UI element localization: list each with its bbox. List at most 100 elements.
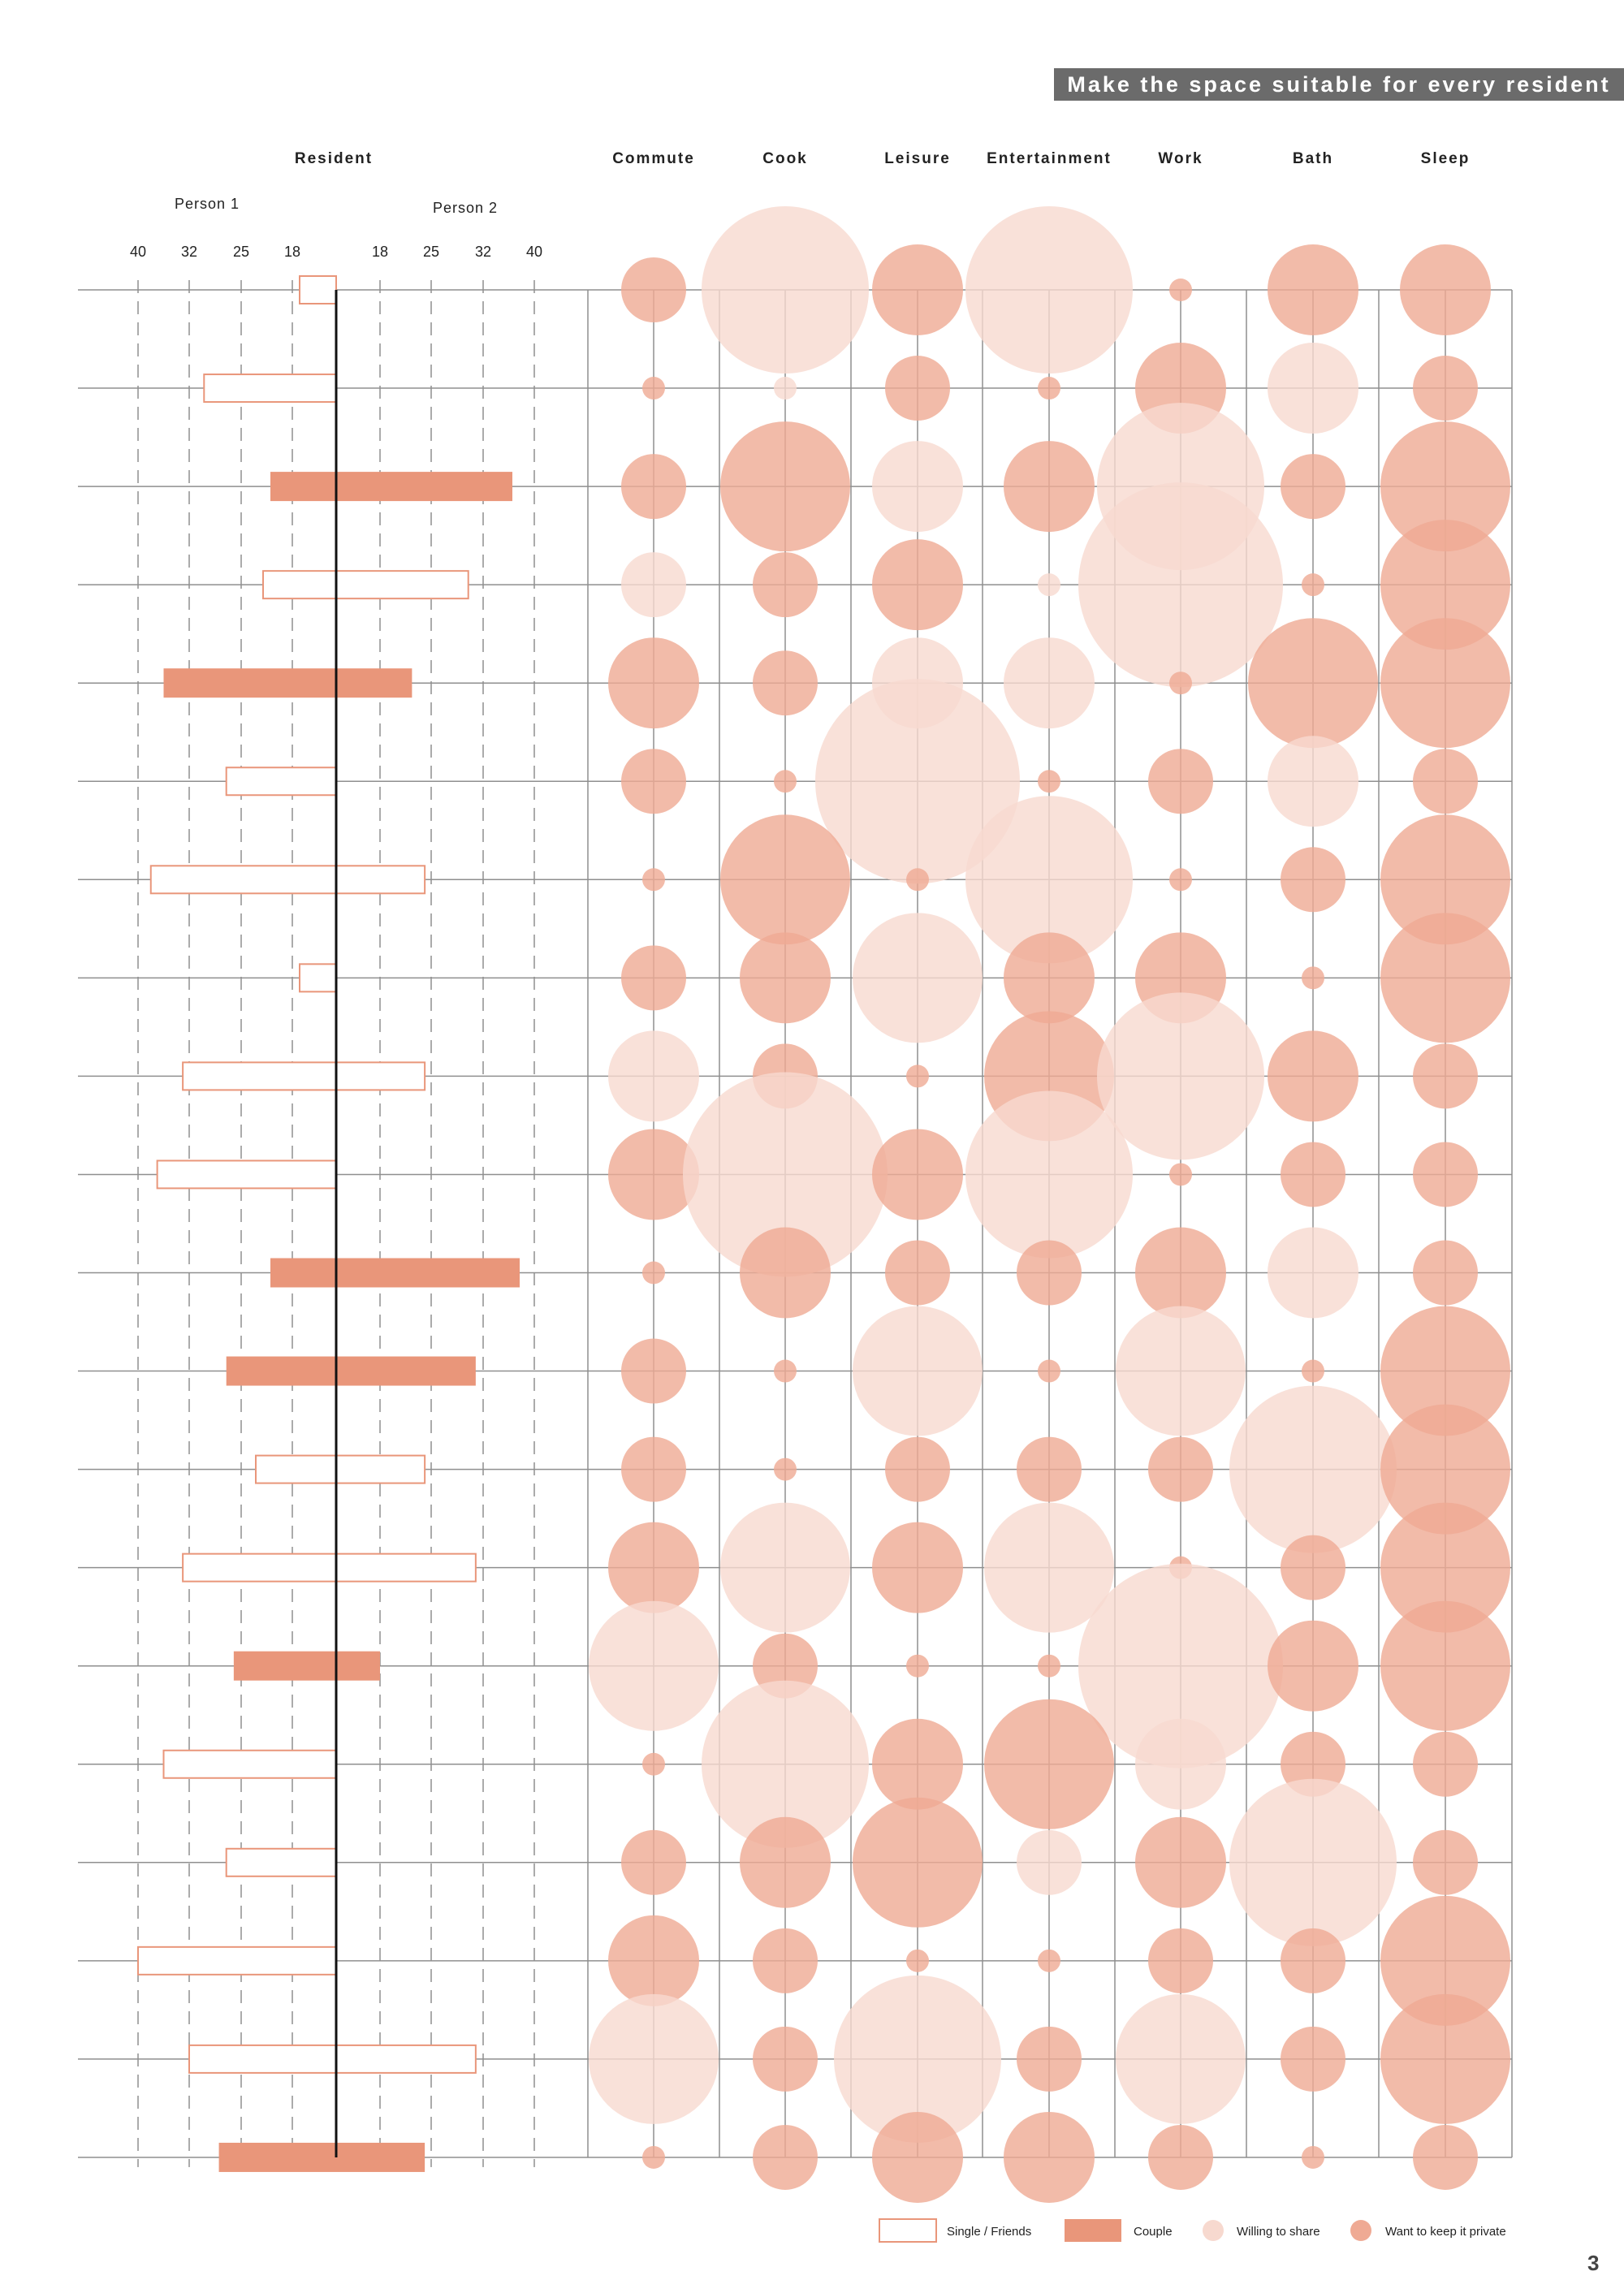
bubble-leisure	[906, 868, 929, 892]
category-header: Sleep	[1421, 150, 1471, 167]
bubble-work	[1148, 749, 1213, 814]
person2-label: Person 2	[433, 200, 498, 216]
bubble-work	[1148, 2124, 1213, 2190]
single-bar	[156, 1159, 337, 1190]
bubble-work	[1097, 992, 1264, 1160]
category-header: Work	[1158, 150, 1203, 167]
bubble-bath	[1248, 618, 1378, 749]
bubble-bath	[1281, 847, 1345, 913]
bubble-entertainment	[1038, 770, 1060, 793]
bubble-sleep	[1380, 913, 1510, 1043]
bubble-bath	[1302, 1359, 1324, 1383]
bubble-commute	[621, 945, 686, 1011]
single-bar	[182, 1552, 477, 1583]
bubble-commute	[621, 1436, 686, 1502]
bubble-leisure	[834, 1975, 1001, 2143]
category-header: Bath	[1293, 150, 1333, 167]
bubble-entertainment	[1004, 932, 1095, 1024]
bubble-cook	[740, 1227, 831, 1319]
bubble-bath	[1281, 1928, 1345, 1993]
bubble-work	[1135, 1718, 1226, 1810]
single-bar	[203, 374, 337, 404]
bubble-commute	[589, 1993, 719, 2124]
bubble-sleep	[1413, 749, 1478, 814]
legend-willing-label: Willing to share	[1237, 2225, 1320, 2239]
bubble-entertainment	[965, 206, 1133, 374]
single-bar	[299, 275, 337, 304]
bubble-entertainment	[1017, 2026, 1082, 2092]
bubble-sleep	[1380, 1502, 1510, 1633]
bubble-sleep	[1413, 2124, 1478, 2190]
bubble-cook	[774, 770, 797, 793]
single-bar	[162, 1749, 337, 1779]
bubble-cook	[753, 1633, 818, 1699]
header-banner: Make the space suitable for every reside…	[1054, 68, 1624, 101]
person2-tick-label: 32	[475, 244, 491, 260]
bubble-leisure	[906, 1654, 929, 1678]
bubble-leisure	[872, 1718, 963, 1810]
legend-couple-swatch	[1065, 2219, 1121, 2242]
category-header: Cook	[762, 150, 808, 167]
legend-couple-label: Couple	[1134, 2225, 1173, 2239]
bubble-leisure	[872, 1129, 963, 1220]
bubble-entertainment	[1038, 573, 1060, 597]
bubble-entertainment	[1004, 637, 1095, 729]
bubble-commute	[621, 257, 686, 322]
couple-bar	[233, 1651, 380, 1681]
bubble-leisure	[853, 913, 983, 1043]
legend-willing-swatch	[1203, 2220, 1224, 2241]
person1-tick-label: 40	[130, 244, 146, 260]
bubble-work	[1148, 1436, 1213, 1502]
bubble-bath	[1302, 573, 1324, 597]
bubble-leisure	[853, 1306, 983, 1436]
person1-label: Person 1	[175, 196, 240, 212]
bubble-work	[1148, 1928, 1213, 1993]
bubble-leisure	[906, 1949, 929, 1972]
person1-tick-label: 18	[284, 244, 300, 260]
bubble-bath	[1268, 244, 1358, 335]
bubble-commute	[608, 1129, 699, 1220]
single-bar	[225, 766, 338, 797]
bubble-commute	[621, 552, 686, 618]
bubble-sleep	[1413, 1142, 1478, 1207]
bubble-cook	[753, 552, 818, 618]
bubble-commute	[608, 637, 699, 729]
bubble-work	[1135, 1227, 1226, 1319]
resident-bars	[137, 275, 520, 2172]
bubble-cook	[753, 2026, 818, 2092]
bubble-commute	[642, 868, 665, 892]
bubble-entertainment	[984, 1699, 1114, 1829]
bubble-work	[1078, 482, 1283, 688]
bubble-bath	[1281, 1142, 1345, 1207]
bubble-sleep	[1413, 356, 1478, 421]
bubble-leisure	[885, 356, 950, 421]
bubble-commute	[621, 1338, 686, 1404]
bubble-sleep	[1380, 1895, 1510, 2026]
bubble-bath	[1302, 2145, 1324, 2169]
bubble-bath	[1229, 1778, 1397, 1946]
bubble-cook	[753, 1928, 818, 1993]
bubble-cook	[720, 814, 850, 945]
bubble-work	[1169, 279, 1192, 301]
bubble-commute	[621, 454, 686, 520]
bubble-cook	[683, 1072, 888, 1277]
bubble-cook	[774, 1457, 797, 1481]
couple-bar	[226, 1356, 476, 1386]
bubble-entertainment	[1038, 1359, 1060, 1383]
bubble-entertainment	[1017, 1436, 1082, 1502]
bubble-leisure	[885, 1240, 950, 1306]
couple-bar	[218, 2142, 425, 2172]
category-header: Leisure	[884, 150, 951, 167]
single-bar	[255, 1454, 426, 1484]
bubble-entertainment	[1017, 1240, 1082, 1306]
bubble-sleep	[1380, 520, 1510, 650]
bubble-cook	[702, 206, 869, 374]
bubble-sleep	[1400, 244, 1491, 335]
bubble-leisure	[872, 441, 963, 533]
bubble-bath	[1281, 1535, 1345, 1600]
bubble-entertainment	[1038, 1654, 1060, 1678]
bubble-commute	[589, 1600, 719, 1731]
bubble-sleep	[1380, 1306, 1510, 1436]
bubble-cook	[753, 2124, 818, 2190]
